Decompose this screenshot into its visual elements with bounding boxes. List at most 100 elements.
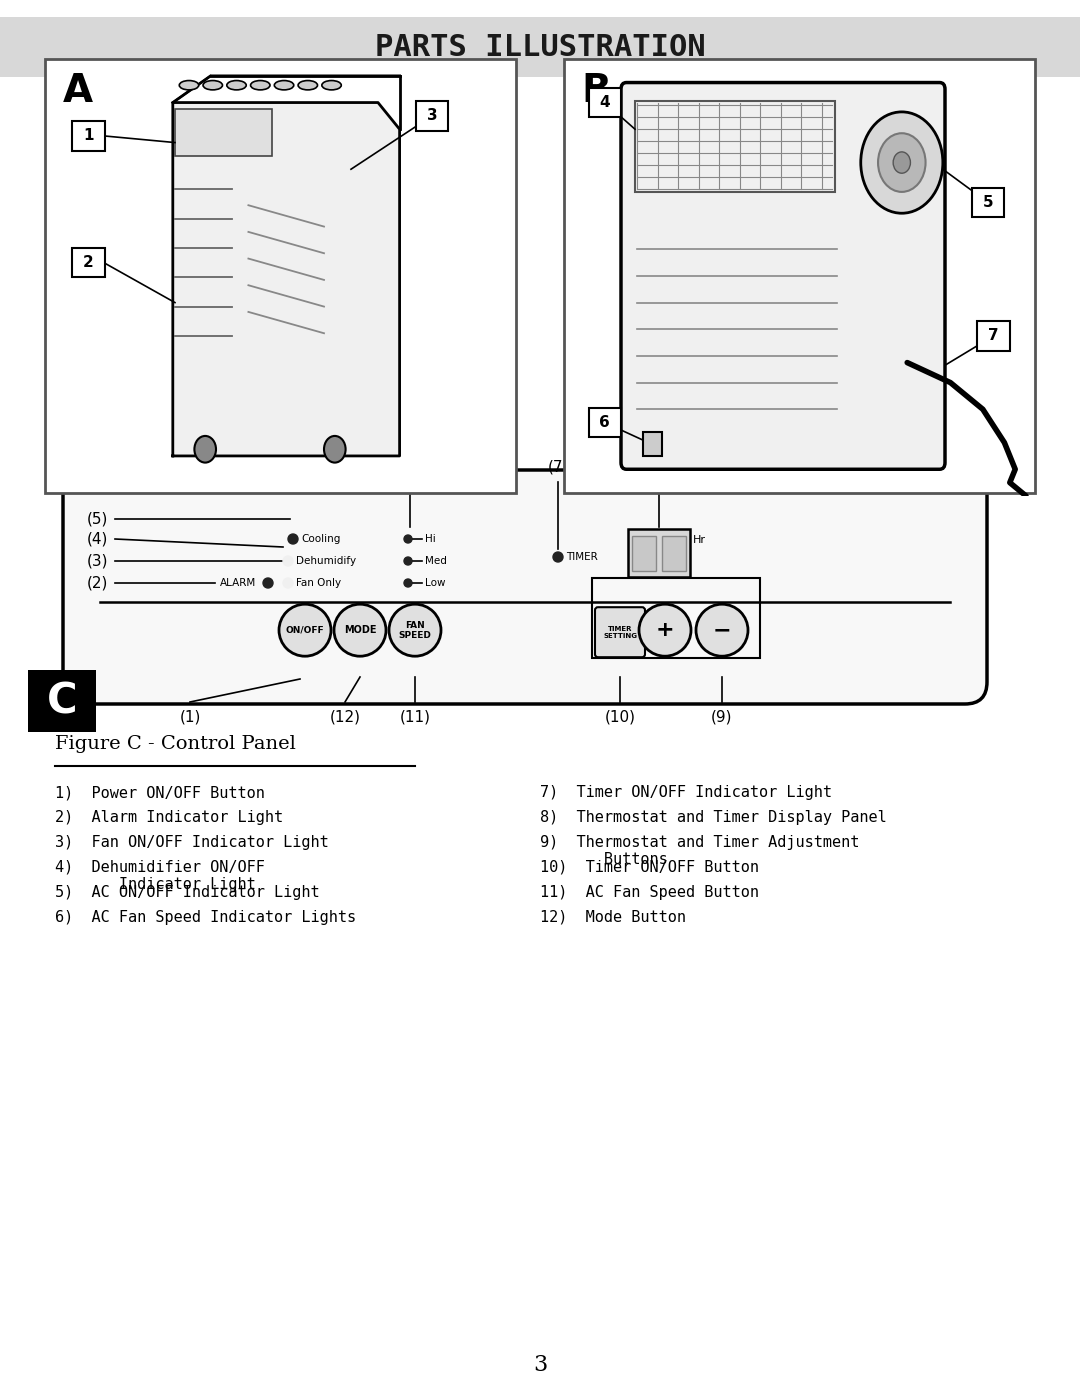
Text: (3): (3) — [86, 553, 108, 569]
Text: (6): (6) — [400, 464, 421, 479]
Text: 4: 4 — [599, 95, 610, 110]
Text: 7: 7 — [988, 328, 999, 344]
Ellipse shape — [251, 81, 270, 89]
Text: (11): (11) — [400, 710, 431, 724]
Circle shape — [288, 534, 298, 543]
Text: 6)  Condensate Drain Hole: 6) Condensate Drain Hole — [565, 219, 809, 237]
Text: 3: 3 — [532, 1354, 548, 1376]
Ellipse shape — [179, 81, 199, 89]
Text: Hr: Hr — [693, 535, 706, 545]
Text: (12): (12) — [329, 710, 361, 724]
Text: 1)  Power ON/OFF Button: 1) Power ON/OFF Button — [55, 785, 265, 800]
Text: 1)  Control Panel: 1) Control Panel — [55, 161, 210, 177]
Bar — [0, 17, 1080, 77]
Text: Figure A - Front View: Figure A - Front View — [55, 117, 270, 136]
Text: +: + — [656, 620, 674, 640]
Text: Figure B - Rear View: Figure B - Rear View — [565, 117, 772, 136]
Text: (9): (9) — [712, 710, 732, 724]
Text: FAN
SPEED: FAN SPEED — [399, 620, 431, 640]
Text: ALARM: ALARM — [220, 578, 256, 588]
Circle shape — [283, 578, 293, 588]
Text: (5): (5) — [86, 511, 108, 527]
FancyBboxPatch shape — [72, 247, 105, 277]
Text: A: A — [63, 71, 93, 110]
Text: MODE: MODE — [343, 626, 376, 636]
Text: 3)  Fan ON/OFF Indicator Light: 3) Fan ON/OFF Indicator Light — [55, 835, 328, 849]
Text: 1: 1 — [83, 129, 94, 144]
Circle shape — [264, 578, 273, 588]
Circle shape — [861, 112, 943, 214]
FancyBboxPatch shape — [972, 189, 1004, 218]
Bar — [662, 536, 686, 571]
Ellipse shape — [298, 81, 318, 89]
Text: 6: 6 — [599, 415, 610, 430]
Circle shape — [696, 604, 748, 657]
Text: 2)  Cold air Outlet: 2) Cold air Outlet — [55, 190, 221, 208]
Text: 2: 2 — [83, 256, 94, 270]
Text: Low: Low — [426, 578, 446, 588]
Text: 10)  Timer ON/OFF Button: 10) Timer ON/OFF Button — [540, 861, 759, 875]
Circle shape — [878, 133, 926, 191]
Text: −: − — [713, 620, 731, 640]
Bar — [627, 529, 690, 577]
Bar — [175, 109, 272, 156]
Bar — [643, 432, 662, 455]
FancyBboxPatch shape — [63, 469, 987, 704]
Text: (2): (2) — [86, 576, 108, 591]
Bar — [632, 536, 656, 571]
Circle shape — [893, 152, 910, 173]
Circle shape — [639, 604, 691, 657]
Text: 3: 3 — [427, 109, 437, 123]
Text: PARTS ILLUSTRATION: PARTS ILLUSTRATION — [375, 32, 705, 61]
Ellipse shape — [322, 81, 341, 89]
Ellipse shape — [274, 81, 294, 89]
Text: (8): (8) — [648, 455, 670, 469]
Text: 3)  Louvers: 3) Louvers — [55, 219, 158, 237]
Bar — [635, 101, 835, 191]
Text: 12)  Mode Button: 12) Mode Button — [540, 909, 686, 925]
Text: (10): (10) — [605, 710, 635, 724]
FancyBboxPatch shape — [589, 408, 621, 437]
Circle shape — [404, 535, 411, 543]
Text: 5: 5 — [983, 196, 994, 210]
FancyBboxPatch shape — [977, 321, 1010, 351]
Circle shape — [279, 604, 330, 657]
Text: 2)  Alarm Indicator Light: 2) Alarm Indicator Light — [55, 810, 283, 826]
Text: 9)  Thermostat and Timer Adjustment
       Buttons: 9) Thermostat and Timer Adjustment Butto… — [540, 835, 860, 868]
Bar — [28, 671, 96, 732]
Polygon shape — [173, 102, 400, 455]
Text: 4)  Dehumidifier ON/OFF
       Indicator Light: 4) Dehumidifier ON/OFF Indicator Light — [55, 861, 265, 893]
Text: TIMER
SETTING: TIMER SETTING — [603, 626, 637, 638]
FancyBboxPatch shape — [621, 82, 945, 469]
Text: TIMER: TIMER — [566, 552, 597, 562]
Text: Figure C - Control Panel: Figure C - Control Panel — [55, 735, 296, 753]
Text: 11)  AC Fan Speed Button: 11) AC Fan Speed Button — [540, 886, 759, 900]
Circle shape — [404, 578, 411, 587]
Circle shape — [553, 552, 563, 562]
Circle shape — [334, 604, 386, 657]
Text: 6)  AC Fan Speed Indicator Lights: 6) AC Fan Speed Indicator Lights — [55, 909, 356, 925]
Text: ON/OFF: ON/OFF — [286, 626, 324, 634]
FancyBboxPatch shape — [416, 101, 448, 130]
Ellipse shape — [227, 81, 246, 89]
Text: Cooling: Cooling — [301, 534, 340, 543]
Text: Med: Med — [426, 556, 447, 566]
FancyBboxPatch shape — [595, 608, 645, 657]
Bar — [592, 578, 760, 658]
Ellipse shape — [203, 81, 222, 89]
Text: 7)  Warm Air Outlet: 7) Warm Air Outlet — [565, 250, 745, 268]
Text: B: B — [581, 71, 610, 110]
Circle shape — [194, 436, 216, 462]
Text: 5)  AC ON/OFF Indicator Light: 5) AC ON/OFF Indicator Light — [55, 886, 320, 900]
Circle shape — [404, 557, 411, 564]
Text: 4)  Air Filter: 4) Air Filter — [565, 161, 679, 177]
Circle shape — [389, 604, 441, 657]
Text: Hi: Hi — [426, 534, 435, 543]
Text: 5)  Rating Plate: 5) Rating Plate — [565, 190, 708, 208]
Circle shape — [324, 436, 346, 462]
Text: (4): (4) — [86, 531, 108, 546]
Text: C: C — [46, 680, 78, 722]
Text: Fan Only: Fan Only — [296, 578, 341, 588]
FancyBboxPatch shape — [589, 88, 621, 117]
FancyBboxPatch shape — [72, 122, 105, 151]
